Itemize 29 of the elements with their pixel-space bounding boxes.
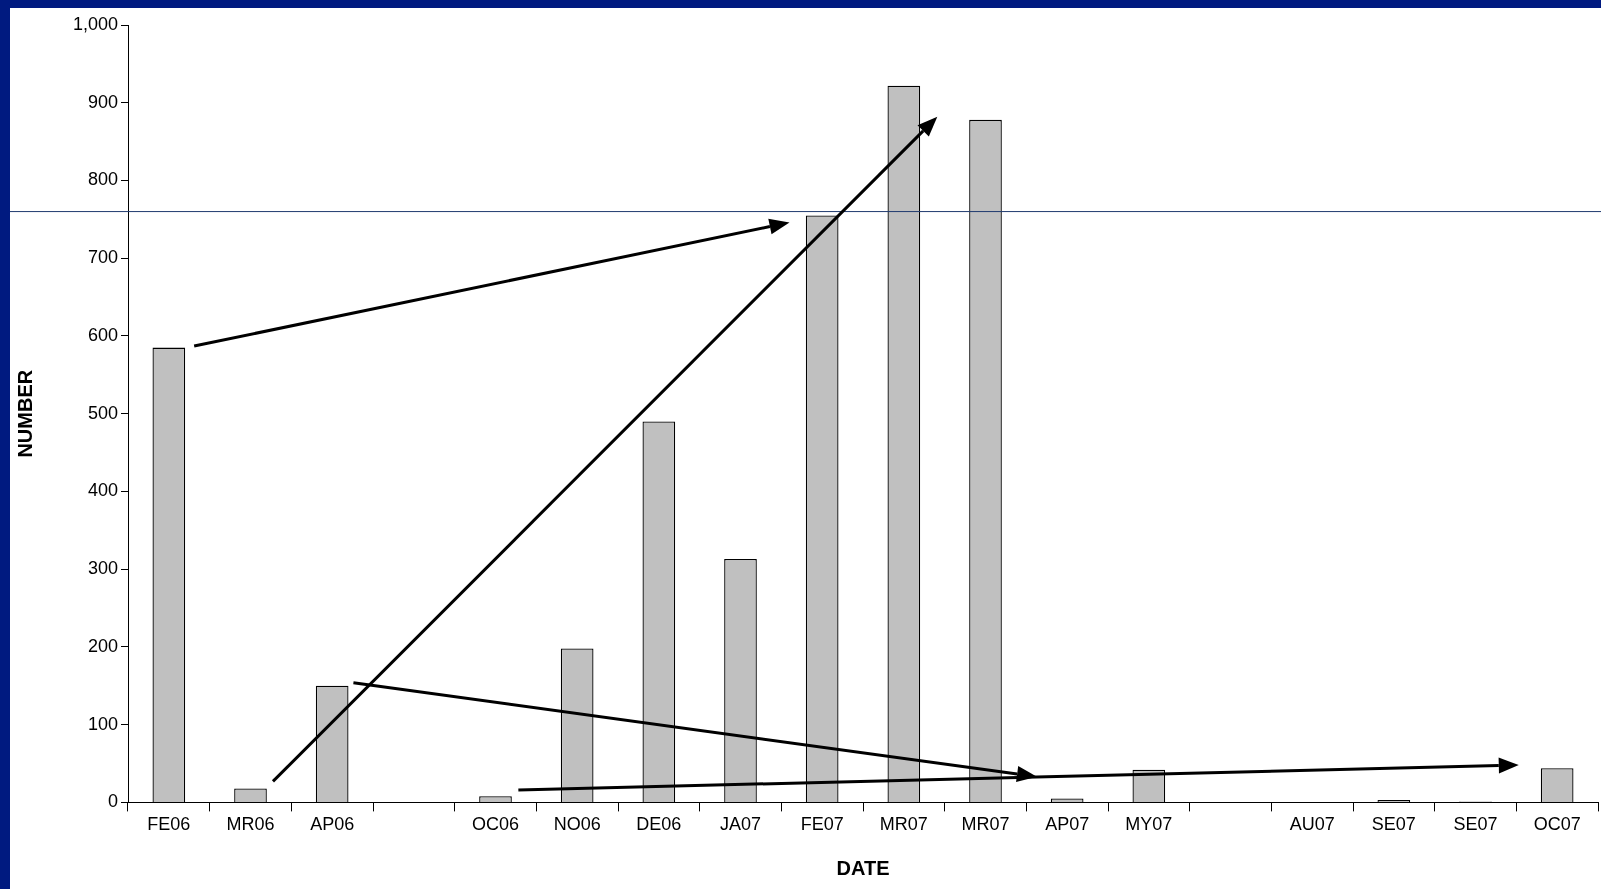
x-tick-label: FE07	[800, 814, 844, 835]
x-axis-title: DATE	[836, 856, 890, 879]
x-tick-label: DE06	[636, 814, 682, 835]
x-tick-label: JA07	[719, 814, 762, 835]
x-tick-label: MY07	[1125, 814, 1173, 835]
x-tick-label: MR07	[961, 814, 1010, 835]
x-tick-label: AP06	[310, 814, 355, 835]
x-tick-label: MR07	[879, 814, 928, 835]
y-tick-label: 200	[87, 635, 118, 656]
y-tick-label: 500	[87, 402, 118, 423]
x-tick-label: MR06	[226, 814, 275, 835]
y-tick-label: 600	[87, 324, 118, 345]
y-tick-label: 400	[87, 480, 118, 501]
x-tick-label: NO06	[553, 814, 601, 835]
x-tick-label: OC07	[1533, 814, 1581, 835]
x-tick-label: AP07	[1045, 814, 1090, 835]
y-axis-title: NUMBER	[13, 369, 36, 458]
x-tick-label: OC06	[471, 814, 520, 835]
y-tick-label: 300	[87, 558, 118, 579]
y-tick-label: 0	[107, 791, 118, 812]
x-tick-label: SE07	[1371, 814, 1416, 835]
x-tick-label: SE07	[1453, 814, 1498, 835]
y-tick-label: 1,000	[72, 13, 118, 34]
x-tick-label: AU07	[1289, 814, 1335, 835]
x-tick-label: FE06	[147, 814, 191, 835]
y-tick-label: 800	[87, 169, 118, 190]
y-tick-label: 700	[87, 247, 118, 268]
y-tick-label: 900	[87, 91, 118, 112]
y-tick-label: 100	[87, 713, 118, 734]
